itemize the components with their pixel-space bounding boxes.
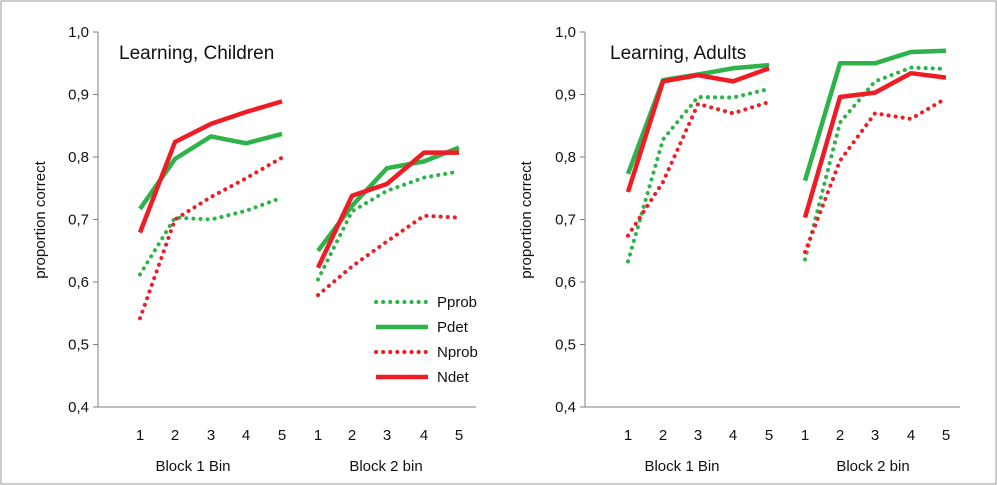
x-tick-label: 3	[871, 427, 879, 444]
y-tick-label: 0,6	[555, 274, 576, 291]
x-tick-label: 4	[242, 427, 250, 444]
series-line-ndet-block1-children	[137, 99, 283, 234]
group-label-block2-adults: Block 2 bin	[836, 458, 909, 475]
x-tick-label: 1	[314, 427, 322, 444]
group-label-block1-children: Block 1 Bin	[155, 458, 230, 475]
series-line-pprob-block1-adults	[626, 86, 771, 264]
x-tick-label: 5	[455, 427, 463, 444]
x-tick-label: 5	[942, 427, 950, 444]
legend-label-nprob: Nprob	[437, 344, 478, 361]
series-line-nprob-block2-children	[316, 213, 461, 298]
series-line-ndet-block2-adults	[802, 70, 947, 219]
y-tick-label: 0,5	[555, 337, 576, 354]
x-tick-label: 5	[278, 427, 286, 444]
y-tick-label: 0,5	[68, 337, 89, 354]
x-tick-label: 5	[765, 427, 773, 444]
series-line-nprob-block1-children	[138, 155, 284, 321]
series-line-nprob-block2-adults	[803, 96, 948, 254]
x-tick-label: 3	[694, 427, 702, 444]
x-tick-label: 2	[659, 427, 667, 444]
y-tick-label: 0,7	[68, 212, 89, 229]
y-tick-label: 1,0	[555, 24, 576, 41]
x-tick-label: 1	[624, 427, 632, 444]
x-tick-label: 4	[420, 427, 428, 444]
y-tick-label: 0,9	[555, 87, 576, 104]
x-tick-label: 2	[836, 427, 844, 444]
legend-label-pdet: Pdet	[437, 319, 469, 336]
y-tick-label: 1,0	[68, 24, 89, 41]
y-tick-label: 0,4	[555, 399, 576, 416]
series-line-ndet-block2-children	[315, 150, 459, 269]
x-tick-label: 2	[171, 427, 179, 444]
x-tick-label: 4	[907, 427, 915, 444]
plot-layer: 0,4 0,5 0,6 0,7 0,8 0,9 1,0 1 2 3 4 5 1 2 3 4 5 0,4 0,5 0,6…	[68, 24, 960, 444]
y-tick-label: 0,4	[68, 399, 89, 416]
chart-title-children: Learning, Children	[119, 43, 274, 64]
x-tick-label: 2	[348, 427, 356, 444]
chart-title-adults: Learning, Adults	[610, 43, 746, 64]
series-line-pprob-block2-adults	[803, 65, 948, 262]
x-tick-label: 3	[383, 427, 391, 444]
group-label-block1-adults: Block 1 Bin	[644, 458, 719, 475]
y-tick-label: 0,8	[68, 149, 89, 166]
x-tick-label: 1	[136, 427, 144, 444]
y-tick-label: 0,7	[555, 212, 576, 229]
y-tick-label: 0,6	[68, 274, 89, 291]
series-line-pprob-block1-children	[138, 195, 284, 277]
y-tick-label: 0,9	[68, 87, 89, 104]
x-tick-label: 1	[801, 427, 809, 444]
series-line-pprob-block2-children	[316, 169, 461, 282]
series-line-pdet-block2-adults	[802, 48, 947, 182]
y-axis-label-adults: proportion correct	[518, 160, 535, 278]
x-tick-label: 3	[207, 427, 215, 444]
x-tick-label: 4	[729, 427, 737, 444]
y-tick-label: 0,8	[555, 149, 576, 166]
group-label-block2-children: Block 2 bin	[349, 458, 422, 475]
y-axis-label-children: proportion correct	[32, 160, 49, 278]
legend-label-pprob: Pprob	[437, 294, 477, 311]
series-line-nprob-block1-adults	[626, 100, 771, 238]
series-line-ndet-block1-adults	[625, 66, 770, 193]
legend-label-ndet: Ndet	[437, 369, 470, 386]
legend: Pprob Pdet Nprob Ndet	[374, 294, 478, 386]
